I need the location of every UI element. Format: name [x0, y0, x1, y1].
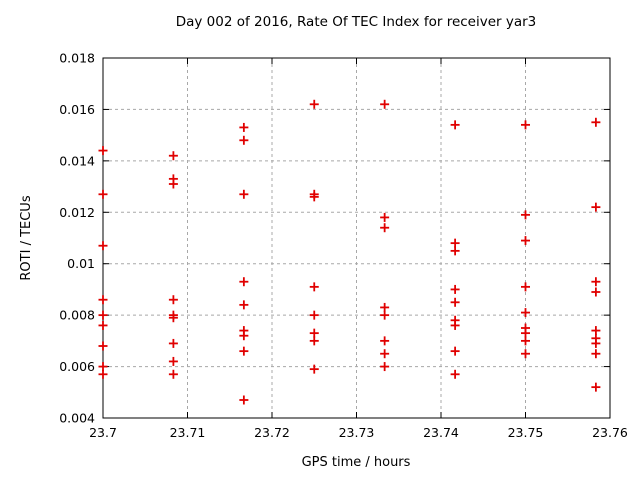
data-point-marker: [450, 369, 460, 379]
data-point-marker: [521, 336, 530, 346]
y-tick-label: 0.012: [59, 205, 95, 220]
data-point-marker: [98, 241, 108, 251]
data-point-marker: [239, 189, 249, 199]
data-point-marker: [521, 210, 530, 220]
data-point-marker: [380, 310, 390, 320]
data-point-marker: [309, 364, 319, 374]
x-tick-label: 23.74: [423, 425, 459, 440]
data-point-marker: [168, 356, 178, 366]
y-tick-label: 0.004: [59, 411, 95, 426]
data-point-marker: [450, 346, 460, 356]
data-point-marker: [309, 310, 319, 320]
axis-labels: Day 002 of 2016, Rate Of TEC Index for r…: [19, 14, 536, 470]
data-point-marker: [380, 99, 390, 109]
data-point-marker: [591, 382, 601, 392]
gridlines: [103, 58, 610, 418]
data-point-marker: [380, 212, 390, 222]
data-point-marker: [239, 277, 249, 287]
data-point-marker: [239, 300, 249, 310]
data-point-marker: [450, 320, 460, 330]
data-point-marker: [591, 117, 601, 127]
data-point-marker: [98, 189, 108, 199]
y-tick-label: 0.01: [67, 256, 95, 271]
data-point-marker: [309, 336, 319, 346]
x-tick-label: 23.72: [254, 425, 290, 440]
data-point-marker: [450, 297, 460, 307]
data-point-marker: [521, 120, 530, 130]
data-point-marker: [521, 236, 530, 246]
x-tick-label: 23.7: [89, 425, 117, 440]
data-point-marker: [380, 223, 390, 233]
data-point-marker: [591, 326, 601, 336]
data-point-marker: [98, 341, 108, 351]
data-point-marker: [591, 349, 601, 359]
data-point-marker: [450, 120, 460, 130]
data-point-marker: [98, 295, 108, 305]
data-point-marker: [98, 146, 108, 156]
data-point-marker: [309, 282, 319, 292]
data-point-marker: [309, 99, 319, 109]
data-point-marker: [521, 328, 530, 338]
y-tick-label: 0.018: [59, 51, 95, 66]
data-point-marker: [98, 320, 108, 330]
x-tick-label: 23.73: [339, 425, 375, 440]
data-point-marker: [98, 310, 108, 320]
y-axis-label: ROTI / TECUs: [19, 195, 34, 280]
data-points: [98, 99, 601, 405]
data-point-marker: [168, 151, 178, 161]
data-point-marker: [450, 246, 460, 256]
data-point-marker: [239, 331, 249, 341]
data-point-marker: [380, 302, 390, 312]
data-point-marker: [168, 179, 178, 189]
data-point-marker: [450, 238, 460, 248]
x-axis-label: GPS time / hours: [302, 455, 411, 470]
data-point-marker: [168, 369, 178, 379]
data-point-marker: [591, 338, 601, 348]
x-tick-label: 23.76: [592, 425, 628, 440]
data-point-marker: [168, 295, 178, 305]
data-point-marker: [239, 395, 249, 405]
tick-labels: 23.7 23.71 23.72 23.73 23.74 23.75 23.76 0.004 0…: [59, 51, 628, 441]
data-point-marker: [380, 349, 390, 359]
data-point-marker: [591, 277, 601, 287]
x-tick-label: 23.71: [170, 425, 206, 440]
data-point-marker: [168, 338, 178, 348]
data-point-marker: [239, 135, 249, 145]
data-point-marker: [98, 362, 108, 372]
data-point-marker: [591, 287, 601, 297]
data-point-marker: [380, 362, 390, 372]
data-point-marker: [591, 202, 601, 212]
y-tick-label: 0.006: [59, 359, 95, 374]
data-point-marker: [521, 349, 530, 359]
data-point-marker: [521, 308, 530, 318]
y-tick-label: 0.016: [59, 102, 95, 117]
data-point-marker: [168, 313, 178, 323]
data-point-marker: [450, 284, 460, 294]
data-point-marker: [239, 122, 249, 132]
y-tick-label: 0.014: [59, 153, 95, 168]
data-point-marker: [239, 346, 249, 356]
x-tick-label: 23.75: [508, 425, 544, 440]
data-point-marker: [309, 328, 319, 338]
chart-title: Day 002 of 2016, Rate Of TEC Index for r…: [176, 14, 537, 30]
data-point-marker: [309, 192, 319, 202]
data-point-marker: [380, 336, 390, 346]
data-point-marker: [98, 369, 108, 379]
y-tick-label: 0.008: [59, 308, 95, 323]
data-point-marker: [521, 282, 530, 292]
